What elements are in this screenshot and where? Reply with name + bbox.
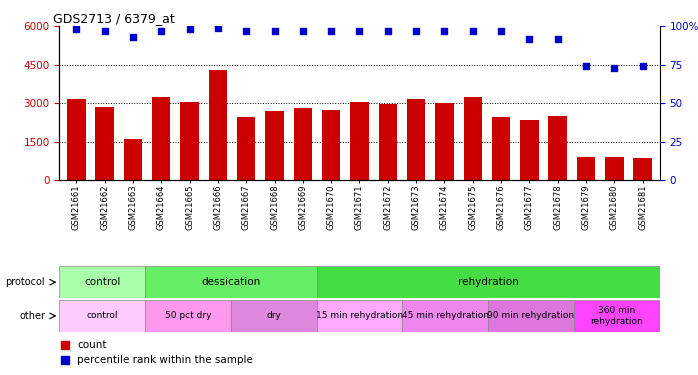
Bar: [378, 104, 397, 180]
Point: [241, 28, 252, 34]
Bar: [152, 97, 170, 180]
Bar: [407, 99, 425, 180]
Text: 15 min rehydration: 15 min rehydration: [316, 311, 403, 320]
Bar: [265, 111, 283, 180]
Bar: [317, 266, 660, 298]
Bar: [605, 157, 623, 180]
Point: [325, 28, 336, 34]
Point: [99, 28, 110, 34]
Point: [354, 28, 365, 34]
Bar: [231, 300, 317, 332]
Text: dessication: dessication: [201, 277, 260, 287]
Point: [212, 25, 223, 31]
Bar: [492, 117, 510, 180]
Bar: [237, 117, 255, 180]
Point: [552, 36, 563, 42]
Point: [609, 65, 620, 71]
Bar: [209, 70, 227, 180]
Point: [637, 63, 648, 69]
Text: other: other: [19, 311, 45, 321]
Bar: [124, 139, 142, 180]
Point: [127, 34, 138, 40]
Point: [496, 28, 507, 34]
Bar: [322, 110, 341, 180]
Bar: [67, 99, 86, 180]
Bar: [574, 300, 660, 332]
Text: 90 min rehydration: 90 min rehydration: [487, 311, 574, 320]
Bar: [145, 300, 231, 332]
Point: [70, 26, 82, 32]
Text: protocol: protocol: [6, 277, 45, 287]
Bar: [549, 116, 567, 180]
Bar: [180, 102, 199, 180]
Text: control: control: [87, 311, 118, 320]
Text: control: control: [84, 277, 120, 287]
Bar: [463, 97, 482, 180]
Bar: [402, 300, 488, 332]
Point: [410, 28, 422, 34]
Text: GDS2713 / 6379_at: GDS2713 / 6379_at: [53, 12, 175, 25]
Point: [269, 28, 280, 34]
Bar: [350, 102, 369, 180]
Text: 360 min
rehydration: 360 min rehydration: [591, 306, 643, 326]
Point: [467, 28, 478, 34]
Bar: [436, 103, 454, 180]
Point: [524, 36, 535, 42]
Bar: [317, 300, 402, 332]
Text: 50 pct dry: 50 pct dry: [165, 311, 211, 320]
Point: [156, 28, 167, 34]
Point: [184, 26, 195, 32]
Text: percentile rank within the sample: percentile rank within the sample: [77, 355, 253, 365]
Point: [60, 357, 71, 363]
Text: count: count: [77, 340, 107, 350]
Bar: [59, 266, 145, 298]
Bar: [96, 107, 114, 180]
Bar: [294, 108, 312, 180]
Point: [297, 28, 309, 34]
Text: rehydration: rehydration: [458, 277, 519, 287]
Point: [383, 28, 394, 34]
Point: [439, 28, 450, 34]
Bar: [577, 157, 595, 180]
Bar: [59, 300, 145, 332]
Bar: [145, 266, 317, 298]
Bar: [520, 120, 539, 180]
Text: 45 min rehydration: 45 min rehydration: [402, 311, 489, 320]
Bar: [633, 158, 652, 180]
Point: [60, 342, 71, 348]
Bar: [488, 300, 574, 332]
Point: [581, 63, 592, 69]
Text: dry: dry: [266, 311, 281, 320]
